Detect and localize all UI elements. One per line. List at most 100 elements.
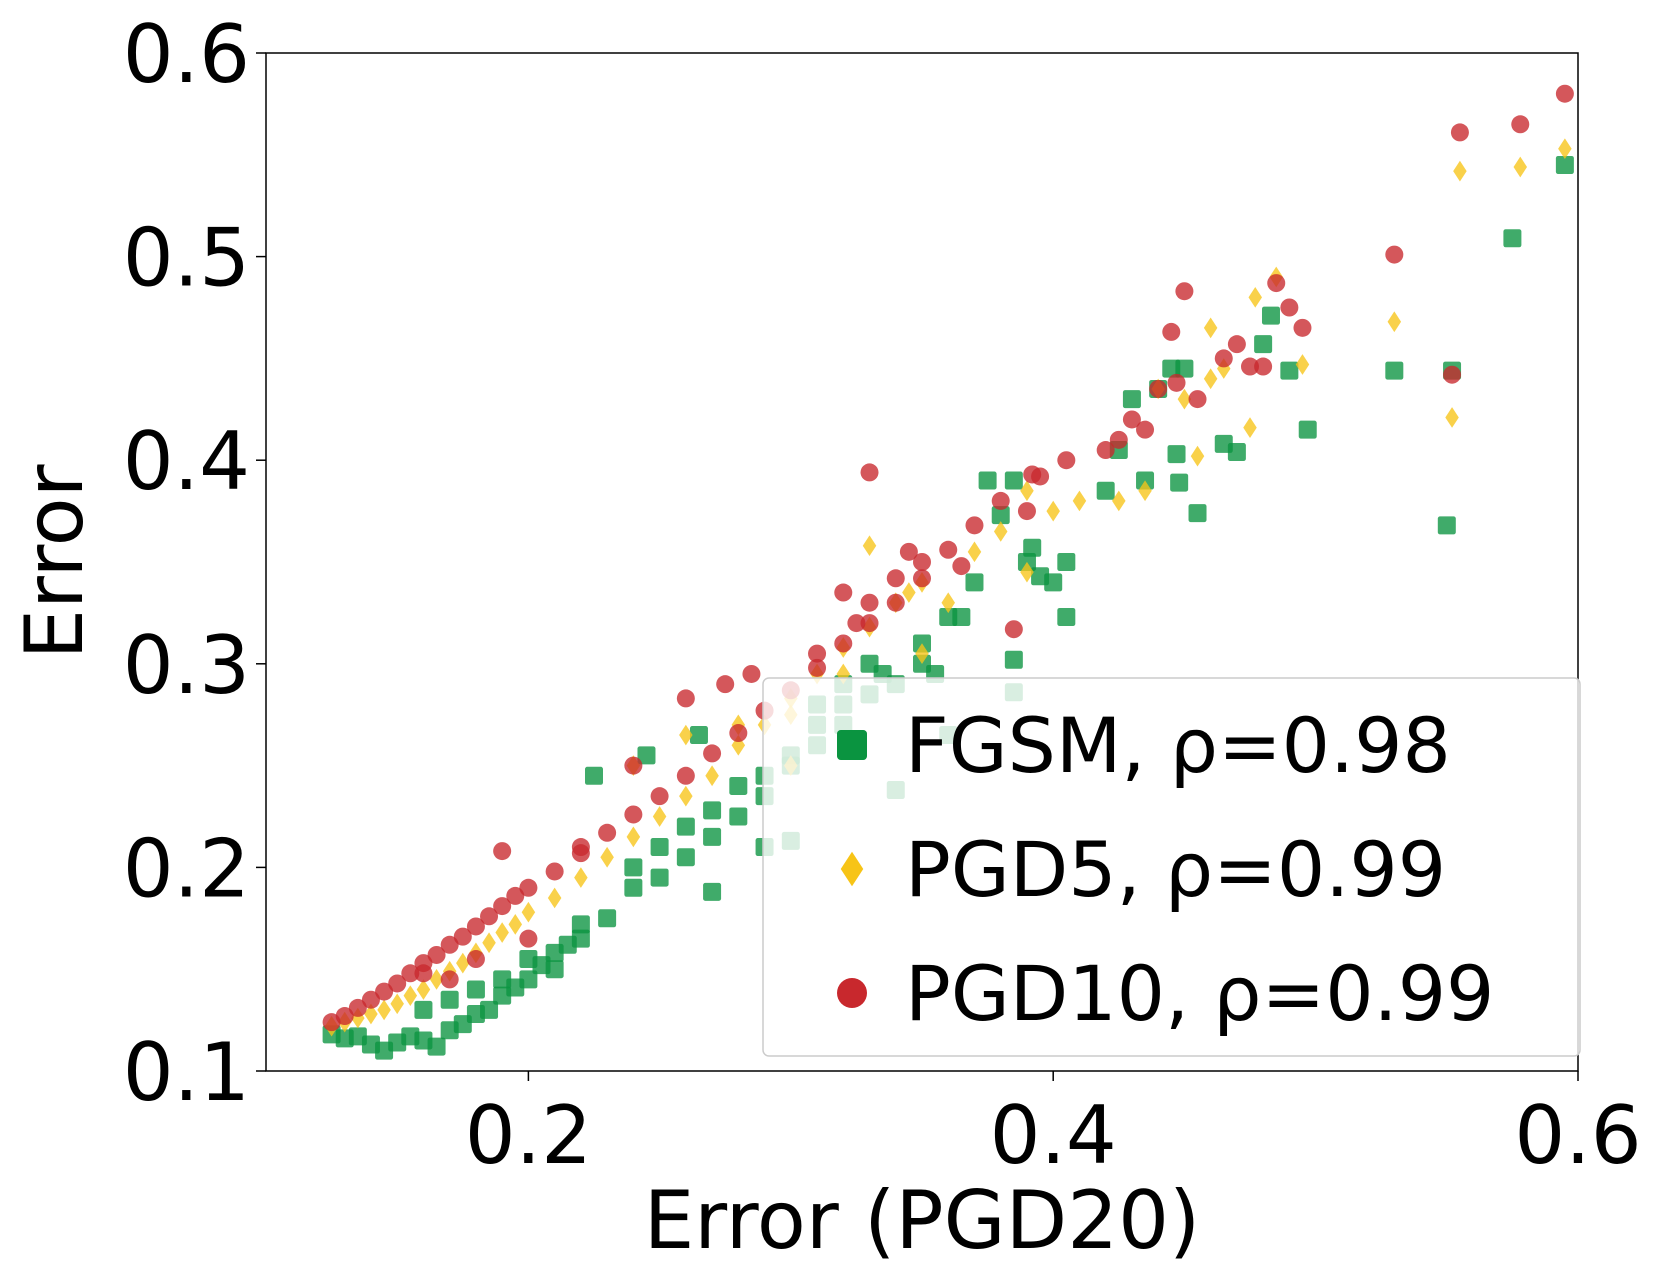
point-pgd5-37 xyxy=(941,592,955,614)
point-pgd10-28 xyxy=(860,614,879,633)
point-pgd10-15 xyxy=(519,878,538,897)
point-pgd5-32 xyxy=(679,724,693,746)
point-fgsm-8 xyxy=(427,1037,446,1056)
point-pgd10-75 xyxy=(1443,365,1462,384)
point-pgd5-46 xyxy=(1177,388,1192,410)
point-pgd10-64 xyxy=(1167,373,1186,392)
point-pgd10-31 xyxy=(414,964,433,983)
point-pgd5-16 xyxy=(547,887,562,909)
point-pgd10-53 xyxy=(1004,620,1023,639)
point-pgd5-52 xyxy=(1295,354,1310,375)
point-fgsm-71 xyxy=(1044,573,1063,592)
point-pgd10-13 xyxy=(493,897,512,916)
point-pgd5-60 xyxy=(1020,480,1034,502)
point-fgsm-43 xyxy=(703,801,722,820)
point-fgsm-23 xyxy=(493,970,512,989)
point-pgd10-62 xyxy=(1149,379,1168,398)
point-pgd10-18 xyxy=(598,823,617,842)
point-pgd10-3 xyxy=(361,990,380,1009)
point-fgsm-51 xyxy=(637,746,656,765)
point-pgd10-54 xyxy=(1017,502,1036,521)
point-pgd10-12 xyxy=(480,907,499,926)
point-fgsm-42 xyxy=(676,817,695,836)
point-fgsm-63 xyxy=(965,573,984,592)
y-tick-label-3: 0.4 xyxy=(123,415,250,508)
point-pgd10-5 xyxy=(388,974,407,993)
point-pgd10-43 xyxy=(847,614,866,633)
point-pgd5-19 xyxy=(626,826,641,848)
point-pgd5-2 xyxy=(351,1007,365,1029)
point-pgd10-1 xyxy=(335,1007,354,1026)
point-pgd10-61 xyxy=(1136,420,1155,439)
point-fgsm-83 xyxy=(1188,504,1207,523)
y-tick-label-0: 0.1 xyxy=(123,1026,250,1119)
point-fgsm-67 xyxy=(1004,650,1023,669)
point-pgd5-47 xyxy=(1203,368,1218,390)
y-tick-label-4: 0.5 xyxy=(123,212,250,305)
x-axis-title: Error (PGD20) xyxy=(644,1174,1200,1267)
point-pgd5-6 xyxy=(403,985,418,1007)
point-fgsm-53 xyxy=(703,882,722,901)
point-pgd5-13 xyxy=(495,922,509,943)
point-pgd5-49 xyxy=(1243,417,1257,438)
point-pgd10-33 xyxy=(466,950,485,969)
point-pgd10-44 xyxy=(860,593,879,612)
point-pgd10-42 xyxy=(834,583,853,602)
point-pgd5-42 xyxy=(1072,490,1087,512)
y-tick-label-1: 0.2 xyxy=(123,822,250,915)
point-pgd5-22 xyxy=(705,765,719,787)
point-pgd10-69 xyxy=(1241,357,1259,376)
point-pgd5-17 xyxy=(574,867,588,888)
point-pgd10-34 xyxy=(493,842,512,861)
point-pgd10-67 xyxy=(1214,349,1233,368)
point-pgd5-12 xyxy=(482,932,496,954)
point-pgd5-20 xyxy=(652,806,667,827)
point-pgd10-46 xyxy=(886,569,905,588)
point-fgsm-40 xyxy=(624,858,643,877)
point-fgsm-89 xyxy=(1298,420,1317,439)
point-pgd5-58 xyxy=(1513,156,1528,178)
point-fgsm-80 xyxy=(1167,445,1186,464)
point-fgsm-24 xyxy=(519,950,538,969)
point-pgd5-36 xyxy=(902,582,916,603)
legend-label-fgsm: FGSM, ρ=0.98 xyxy=(905,701,1451,790)
series-fgsm xyxy=(322,155,1574,1060)
point-fgsm-19 xyxy=(571,915,590,934)
point-fgsm-69 xyxy=(1023,538,1042,557)
point-pgd10-9 xyxy=(440,935,459,954)
legend: FGSM, ρ=0.98 PGD5, ρ=0.99 PGD10, ρ=0.99 xyxy=(762,677,1581,1057)
point-fgsm-28 xyxy=(624,878,643,897)
point-fgsm-62 xyxy=(952,607,971,626)
point-pgd10-73 xyxy=(1293,318,1312,337)
point-fgsm-30 xyxy=(676,848,695,867)
point-pgd10-21 xyxy=(676,766,695,785)
point-pgd10-66 xyxy=(1188,390,1207,409)
point-fgsm-91 xyxy=(1437,516,1456,535)
point-fgsm-93 xyxy=(1503,229,1522,248)
point-fgsm-32 xyxy=(729,807,748,826)
point-pgd10-36 xyxy=(571,838,590,857)
point-pgd10-74 xyxy=(1385,245,1404,264)
point-pgd10-16 xyxy=(545,862,564,881)
point-pgd10-51 xyxy=(965,516,984,535)
point-pgd10-70 xyxy=(1254,357,1273,376)
point-pgd5-18 xyxy=(600,846,614,868)
x-tick-label-2: 0.6 xyxy=(1514,1089,1641,1182)
point-pgd10-2 xyxy=(348,998,367,1017)
point-pgd10-59 xyxy=(1109,430,1128,449)
plot-frame xyxy=(265,52,1579,1072)
point-fgsm-29 xyxy=(650,868,669,887)
legend-label-pgd10: PGD10, ρ=0.99 xyxy=(905,949,1494,1038)
point-pgd5-10 xyxy=(456,952,470,974)
legend-label-pgd5: PGD5, ρ=0.99 xyxy=(905,825,1446,914)
point-fgsm-85 xyxy=(1227,443,1246,462)
point-pgd10-20 xyxy=(650,787,669,806)
point-pgd10-56 xyxy=(1031,467,1050,486)
legend-marker-pgd5 xyxy=(840,851,864,887)
point-fgsm-50 xyxy=(585,766,603,785)
point-fgsm-52 xyxy=(689,726,708,745)
point-pgd10-4 xyxy=(375,982,394,1001)
point-pgd10-23 xyxy=(729,724,748,743)
